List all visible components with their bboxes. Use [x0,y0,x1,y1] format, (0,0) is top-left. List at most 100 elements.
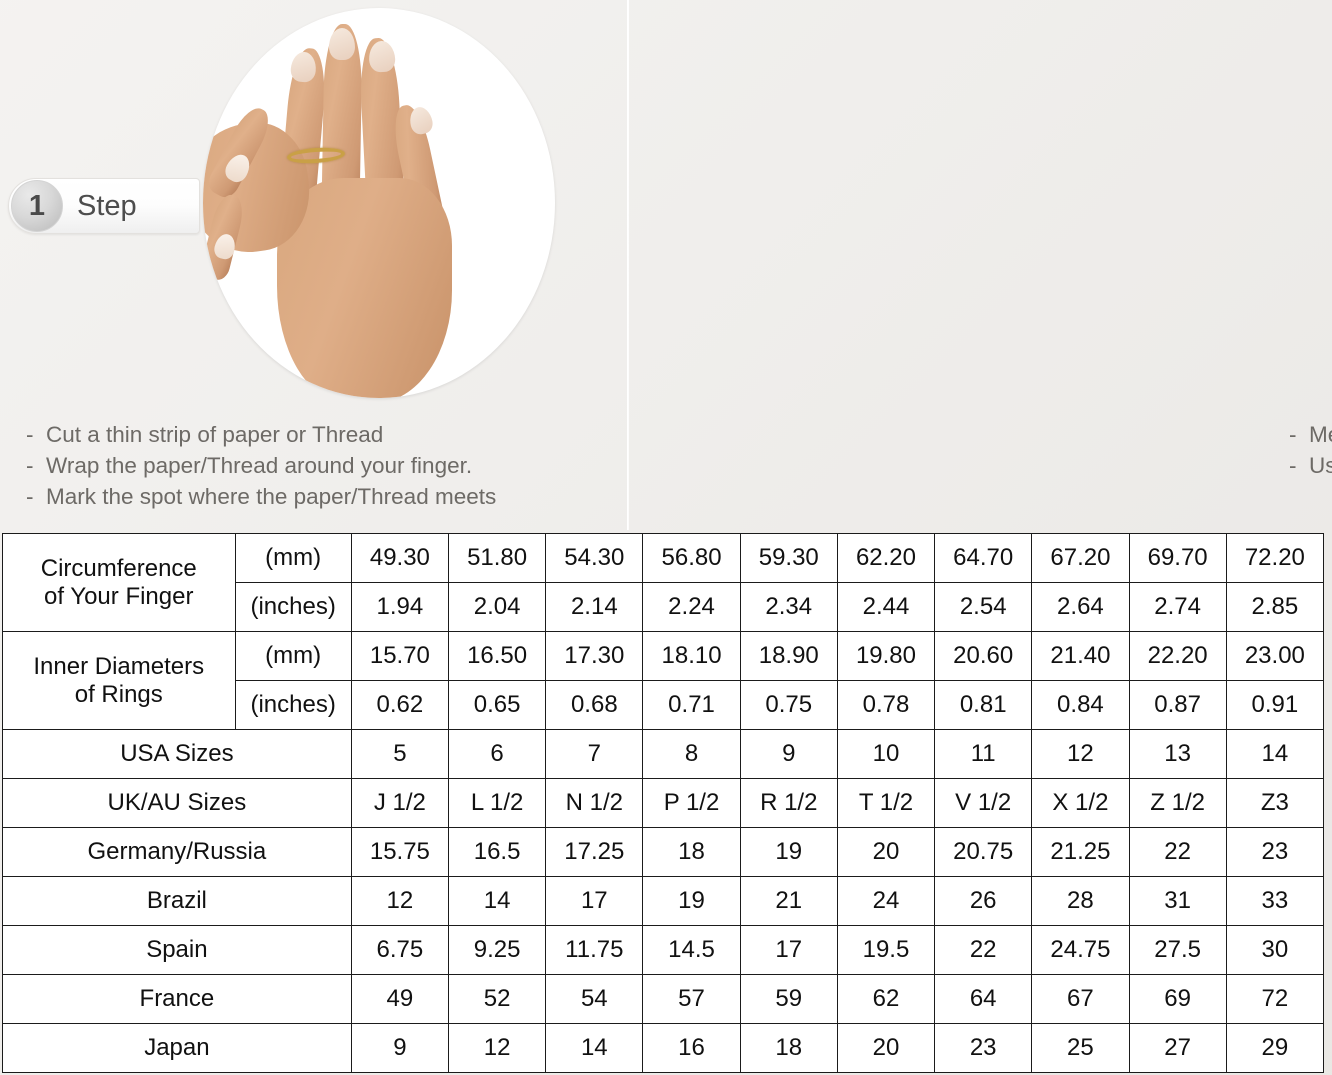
row-label-line-1: Circumference [40,554,197,582]
row-label: France [2,974,352,1024]
bullet-dash-icon: - [1289,453,1297,478]
table-cell: 0.81 [934,680,1033,730]
table-cell: 19 [739,827,838,877]
row-label: Inner Diameters of Rings [2,631,236,730]
table-cell: 0.71 [642,680,741,730]
table-cell: 20 [836,827,936,877]
table-row: Spain 6.75 9.25 11.75 14.5 17 19.5 22 24.75 27.5 3… [2,925,1325,975]
table-cell: 14 [1225,729,1325,779]
step-1-photo-hand-with-ring [203,8,555,398]
table-cell: 49.30 [350,533,449,583]
table-cell: 17 [739,925,838,975]
table-cell: 33 [1225,876,1325,926]
table-cell: 14 [545,1023,644,1073]
table-cell: 0.87 [1128,680,1227,730]
unit-label: (inches) [234,582,352,632]
table-cell: 31 [1128,876,1227,926]
table-cell: 59 [739,974,838,1024]
row-label-line-1: Inner Diameters [33,652,205,680]
table-cell: T 1/2 [836,778,936,828]
table-cell: 11.75 [545,925,644,975]
table-cell: 6.75 [350,925,449,975]
table-cell: N 1/2 [545,778,644,828]
table-cell: 62 [836,974,936,1024]
table-cell: 19 [642,876,741,926]
table-cell: 57 [642,974,741,1024]
table-cell: 2.24 [642,582,741,632]
table-cell: 2.04 [447,582,547,632]
table-cell: 23 [1225,827,1325,877]
table-cell: 54.30 [545,533,644,583]
table-cell: 2.54 [934,582,1033,632]
table-cell: 14 [447,876,547,926]
step-1-number: 1 [11,180,63,232]
table-cell: 72.20 [1225,533,1325,583]
row-label: Brazil [2,876,352,926]
row-label-line-2: of Your Finger [44,582,194,610]
table-cell: 72 [1225,974,1325,1024]
table-cell: 19.5 [836,925,936,975]
table-cell: L 1/2 [447,778,547,828]
table-cell: 0.78 [836,680,936,730]
table-row: Circumference of Your Finger (mm) 49.30 51.8… [2,533,1325,632]
table-cell: J 1/2 [350,778,449,828]
table-cell: 0.68 [545,680,644,730]
table-cell: 0.65 [447,680,547,730]
table-row: Brazil 12 14 17 19 21 24 26 28 31 33 [2,876,1325,926]
table-cell: 23 [934,1023,1033,1073]
table-cell: 9.25 [447,925,547,975]
row-label-line-2: of Rings [74,680,163,708]
table-row: UK/AU Sizes J 1/2 L 1/2 N 1/2 P 1/2 R 1/2 T 1/… [2,778,1325,828]
table-cell: 27.5 [1128,925,1227,975]
table-cell: 9 [739,729,838,779]
table-cell: Z3 [1225,778,1325,828]
table-cell: 26 [934,876,1033,926]
table-cell: 8 [642,729,741,779]
step-1-instruction-list: - Cut a thin strip of paper or Thread - … [26,420,496,513]
table-cell: 0.91 [1225,680,1325,730]
table-cell: 20.75 [934,827,1033,877]
unit-label: (inches) [234,680,352,730]
table-cell: 28 [1031,876,1130,926]
table-cell: 2.74 [1128,582,1227,632]
table-cell: 17 [545,876,644,926]
table-cell: 7 [545,729,644,779]
table-body: Circumference of Your Finger (mm) 49.30 51.8… [2,533,1325,1073]
table-cell: 18.90 [739,631,838,681]
table-cell: 20.60 [934,631,1033,681]
table-row: (inches) 0.62 0.65 0.68 0.71 0.75 0.78 0.81 0.84… [3,680,1325,730]
table-cell: 1.94 [350,582,449,632]
instruction-text: Use the following chart to determine you… [1309,453,1332,478]
table-cell: 15.70 [350,631,449,681]
table-cell: 18.10 [642,631,741,681]
ring-size-chart-table: Circumference of Your Finger (mm) 49.30 51.8… [2,533,1325,1073]
table-cell: 21.25 [1031,827,1130,877]
table-cell: 49 [350,974,449,1024]
row-label: Japan [2,1023,352,1073]
bullet-dash-icon: - [26,484,34,509]
table-row: Inner Diameters of Rings (mm) 15.70 16.50 17.… [2,631,1325,730]
table-cell: 10 [836,729,936,779]
table-cell: 16 [642,1023,741,1073]
table-cell: 59.30 [739,533,838,583]
table-cell: 22.20 [1128,631,1227,681]
row-label: UK/AU Sizes [2,778,352,828]
instruction-text: Wrap the paper/Thread around your finger… [46,453,473,478]
bullet-dash-icon: - [26,422,34,447]
table-cell: R 1/2 [739,778,838,828]
bullet-dash-icon: - [26,453,34,478]
table-cell: 64.70 [934,533,1033,583]
row-label: Circumference of Your Finger [2,533,236,632]
table-row: USA Sizes 5 6 7 8 9 10 11 12 13 14 [2,729,1325,779]
table-cell: 29 [1225,1023,1325,1073]
table-cell: 24.75 [1031,925,1130,975]
table-cell: 14.5 [642,925,741,975]
table-cell: 15.75 [350,827,449,877]
table-cell: V 1/2 [934,778,1033,828]
table-cell: 19.80 [836,631,936,681]
table-cell: 62.20 [836,533,936,583]
instruction-text: Cut a thin strip of paper or Thread [46,422,384,447]
table-cell: 21 [739,876,838,926]
unit-label: (mm) [234,631,352,681]
table-cell: 17.30 [545,631,644,681]
